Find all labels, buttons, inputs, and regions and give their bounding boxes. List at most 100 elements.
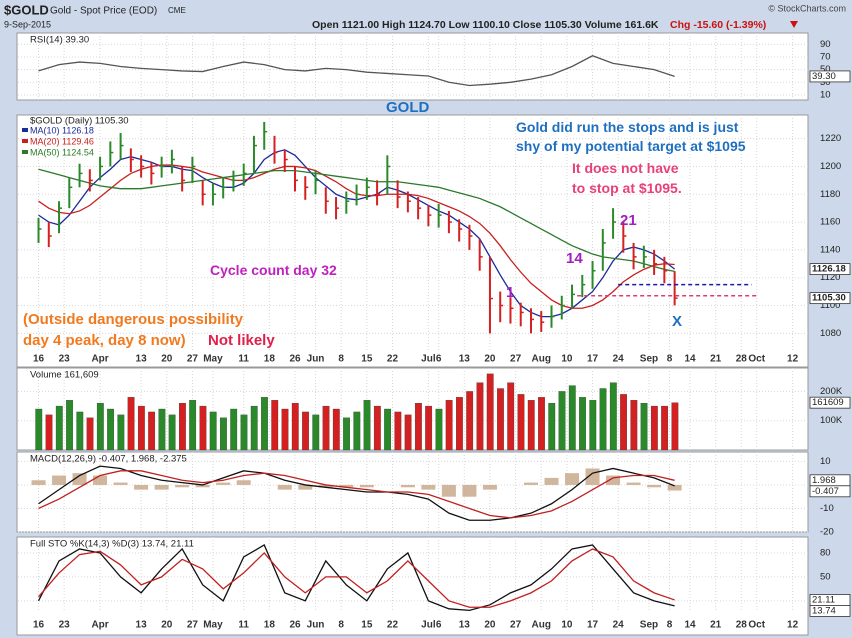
date: 9-Sep-2015 [4, 19, 51, 29]
value-box [809, 605, 851, 617]
annotation: day 4 peak, day 8 now) [23, 332, 186, 349]
annotation: GOLD [386, 99, 429, 116]
x-tick-label: May [203, 354, 223, 365]
volume-bar [445, 400, 453, 451]
x-tick-label: Sep [640, 620, 658, 631]
volume-bar [538, 397, 545, 451]
down-arrow [790, 21, 798, 28]
y-tick-label: 50 [820, 571, 831, 582]
symbol: $GOLD [4, 2, 49, 17]
value-box-label: 161609 [812, 397, 844, 408]
y-tick-label: 50 [820, 64, 831, 75]
volume-bar [456, 397, 463, 451]
y-tick-label: 1140 [820, 244, 840, 255]
annotation: 14 [566, 250, 583, 267]
volume-bar [589, 400, 597, 451]
exchange: CME [168, 6, 186, 15]
x-tick-label: 8 [667, 620, 673, 631]
histogram-bar [544, 477, 559, 485]
histogram-bar [31, 480, 46, 485]
volume-bar [55, 405, 63, 451]
x-tick-label: Apr [91, 354, 108, 365]
x-tick-label: 12 [787, 354, 799, 365]
histogram-bar [318, 484, 333, 488]
quote: Open 1121.00 High 1124.70 Low 1100.10 Cl… [312, 19, 659, 31]
value-box [809, 292, 851, 305]
histogram-bar [195, 484, 210, 488]
legend-swatch [22, 139, 28, 143]
annotation: X [672, 313, 682, 330]
histogram-bar [72, 473, 87, 485]
volume-bar [179, 402, 186, 451]
x-tick-label: 10 [561, 620, 573, 631]
x-tick-label: 12 [787, 620, 799, 631]
x-tick-label: Aug [532, 620, 551, 631]
volume-bar [476, 382, 484, 451]
series-line [38, 168, 675, 273]
annotation: Cycle count day 32 [210, 262, 337, 278]
volume-bar [158, 408, 166, 451]
value-box-label: -0.407 [812, 486, 839, 497]
histogram-bar [298, 484, 313, 490]
volume-bar [96, 402, 104, 451]
x-tick-label: 13 [459, 620, 471, 631]
y-tick-label: 1180 [820, 189, 840, 200]
sto-panel [16, 536, 809, 636]
y-tick-label: -20 [820, 527, 834, 538]
volume-bar [404, 414, 412, 451]
histogram-bar [236, 480, 251, 485]
annotation: to stop at $1095. [572, 180, 682, 196]
volume-bar [507, 382, 515, 451]
volume-bar [486, 373, 494, 451]
volume-bar [466, 391, 474, 451]
x-tick-label: 10 [561, 354, 573, 365]
histogram-bar [52, 475, 67, 485]
value-box-label: 1105.30 [812, 293, 846, 304]
y-tick-label: 1100 [820, 300, 840, 311]
x-tick-label: 15 [361, 354, 373, 365]
volume-bar [261, 397, 268, 451]
panel-title: MACD(12,26,9) -0.407, 1.968, -2.375 [30, 454, 187, 465]
volume-bar [640, 402, 648, 451]
volume-bar [127, 397, 135, 451]
y-tick-label: 70 [820, 52, 831, 63]
x-tick-label: 16 [33, 620, 45, 631]
x-tick-label: 8 [338, 354, 344, 365]
x-tick-label: 6 [436, 354, 442, 365]
series-line [38, 548, 675, 608]
x-tick-label: 21 [710, 620, 722, 631]
x-tick-label: 23 [59, 354, 71, 365]
volume-panel [16, 367, 809, 451]
panel-title: RSI(14) 39.30 [30, 35, 89, 46]
legend-swatch [22, 128, 28, 132]
x-tick-label: 27 [510, 620, 522, 631]
y-tick-label: 10 [820, 456, 831, 467]
volume-bar [548, 402, 556, 451]
x-tick-label: 27 [510, 354, 522, 365]
x-tick-label: 16 [33, 354, 45, 365]
volume-bar [527, 400, 535, 451]
x-tick-label: Aug [532, 354, 551, 365]
x-tick-label: 13 [136, 354, 148, 365]
y-tick-label: 1160 [820, 217, 840, 228]
volume-bar [517, 394, 525, 451]
volume-bar [209, 411, 217, 451]
histogram-bar [113, 482, 128, 485]
x-tick-label: 8 [338, 620, 344, 631]
volume-bar [86, 417, 94, 451]
histogram-bar [523, 482, 538, 485]
volume-bar [630, 400, 638, 451]
volume-bar [599, 388, 607, 451]
y-tick-label: 200K [820, 386, 843, 397]
histogram-bar [606, 475, 621, 485]
legend-swatch [22, 150, 28, 154]
x-tick-label: 26 [289, 620, 301, 631]
volume-bar [661, 405, 669, 451]
x-tick-label: 15 [361, 620, 373, 631]
x-tick-label: Jun [307, 620, 325, 631]
y-tick-label: 100K [820, 415, 843, 426]
x-tick-label: 20 [161, 354, 173, 365]
x-tick-label: 13 [459, 354, 471, 365]
volume-bar [168, 414, 176, 451]
histogram-bar [175, 484, 190, 488]
